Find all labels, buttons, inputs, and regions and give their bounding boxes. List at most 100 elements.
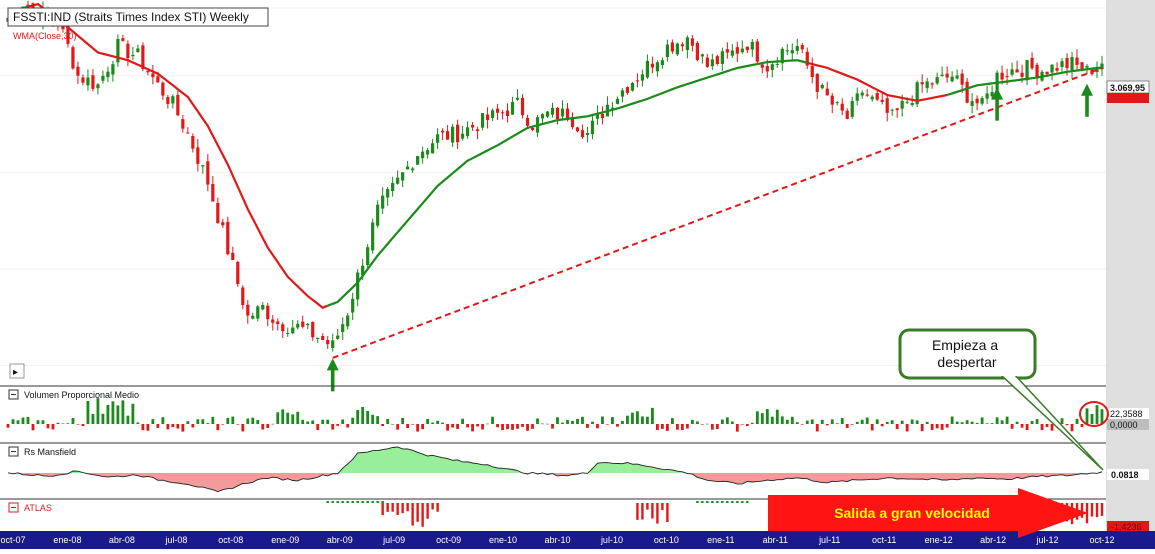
candle (720, 47, 724, 71)
candle (421, 146, 425, 164)
volume-bar (975, 422, 979, 424)
volume-bar (461, 418, 464, 424)
candle (396, 170, 400, 185)
support-trendline (332, 66, 1103, 359)
volume-bar (1100, 409, 1104, 424)
volume-bar (71, 418, 75, 424)
candle (86, 69, 90, 91)
volume-bar (1045, 424, 1049, 428)
atlas-bar (416, 503, 419, 522)
candle (116, 34, 120, 67)
callout-text: Empieza a despertar (932, 337, 1002, 370)
title-box (7, 7, 269, 27)
volume-bar (561, 422, 564, 424)
volume-bar (31, 424, 35, 431)
volume-bar (316, 424, 320, 431)
volume-bar (221, 424, 225, 425)
wma-line (27, 2, 329, 309)
atlas-bar (381, 501, 384, 503)
volume-bar (890, 420, 894, 424)
candle (590, 114, 595, 140)
volume-bar (146, 424, 150, 431)
candle (326, 336, 330, 349)
volume-bar (231, 416, 235, 424)
candle (865, 89, 869, 97)
volume-bar (1020, 424, 1024, 428)
panel-title-rs: Rs Mansfield (24, 447, 76, 457)
volume-bar (86, 401, 90, 424)
atlas-bar (366, 501, 369, 503)
volume-bar (815, 424, 819, 432)
candle (1100, 55, 1104, 76)
candle (750, 39, 754, 58)
candle (286, 327, 290, 337)
volume-bar (735, 424, 739, 432)
volume-bar (566, 419, 569, 424)
atlas-bar (1100, 503, 1104, 516)
volume-bar (226, 417, 230, 424)
volume-bar (835, 423, 839, 424)
atlas-bar (666, 503, 669, 523)
x-tick-label: oct-08 (218, 535, 243, 545)
x-tick-label: jul-08 (164, 535, 187, 545)
x-tick-label: abr-09 (327, 535, 353, 545)
panel-header-volume: Volumen Proporcional Medio (8, 389, 139, 400)
volume-bar (661, 424, 664, 429)
candle (875, 89, 879, 102)
volume-bar (925, 421, 929, 424)
atlas-bar (406, 503, 409, 512)
volume-bar (700, 424, 704, 425)
candle (910, 95, 914, 107)
volume-bar (386, 418, 390, 424)
volume-bar (141, 424, 145, 431)
volume-bar (371, 414, 375, 424)
volume-bar (616, 424, 619, 427)
volume-bar (611, 417, 614, 424)
candle (1055, 62, 1059, 73)
volume-bar (536, 418, 539, 424)
candle (276, 318, 280, 331)
panel-title-atlas: ATLAS (24, 503, 52, 513)
volume-bar (780, 416, 784, 424)
volume-bar (990, 423, 994, 424)
candle (216, 197, 220, 224)
x-tick-label: abr-12 (980, 535, 1006, 545)
volume-bar (910, 419, 914, 424)
x-tick-label: jul-10 (600, 535, 623, 545)
candle (885, 94, 889, 122)
candle (690, 34, 694, 52)
candle (780, 47, 784, 71)
volume-bar (1000, 420, 1004, 424)
volume-bar (541, 423, 544, 425)
volume-bar (646, 416, 649, 424)
candle (990, 85, 994, 100)
volume-bar (785, 419, 789, 424)
atlas-bar (361, 501, 364, 503)
scroll-button[interactable] (9, 363, 25, 379)
candle (71, 45, 75, 70)
x-tick-label: abr-08 (109, 535, 135, 545)
atlas-bar (1080, 503, 1084, 518)
volume-bar (116, 405, 120, 424)
volume-bar (336, 424, 340, 426)
candle (306, 323, 310, 330)
candle (955, 69, 959, 80)
candle (381, 187, 385, 215)
candle (251, 312, 255, 320)
play-icon: ▸ (13, 367, 18, 378)
volume-bar (196, 419, 200, 424)
volume-bar (216, 424, 220, 431)
volume-bar (1075, 418, 1079, 424)
volume-bar (171, 424, 175, 428)
candle (465, 121, 470, 139)
candle (675, 42, 679, 56)
candle (111, 60, 115, 82)
volume-bar (96, 398, 100, 424)
volume-bar (790, 416, 794, 424)
volume-bar (1090, 413, 1094, 424)
candle (700, 53, 704, 64)
up-arrow-icon (1081, 83, 1094, 117)
candle (745, 46, 749, 54)
candle (426, 148, 430, 159)
